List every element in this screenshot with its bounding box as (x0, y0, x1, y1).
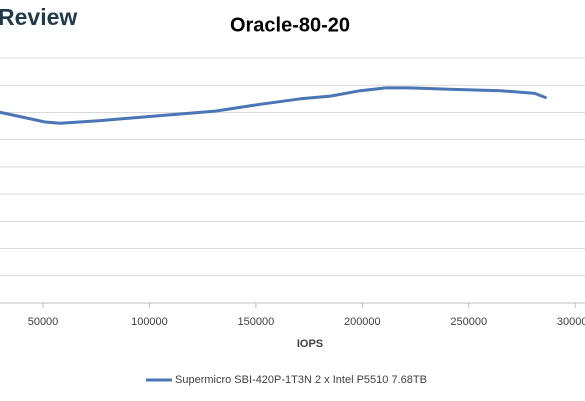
chart-title: Oracle-80-20 (230, 14, 350, 36)
x-axis-title: IOPS (297, 338, 323, 350)
x-tick-label: 300000 (557, 316, 585, 328)
x-tick-label: 50000 (28, 316, 59, 328)
brand: Review (0, 4, 77, 30)
series-line (0, 86, 547, 125)
x-tick-label: 250000 (450, 316, 487, 328)
x-tick-label: 150000 (238, 316, 275, 328)
x-tick-label: 200000 (344, 316, 381, 328)
legend-label: Supermicro SBI-420P-1T3N 2 x Intel P5510… (175, 374, 427, 386)
x-tick-label: 100000 (131, 316, 168, 328)
